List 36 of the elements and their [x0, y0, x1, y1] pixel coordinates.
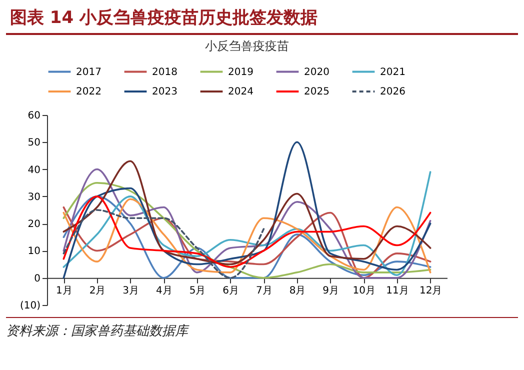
y-tick-label: 40 [28, 164, 40, 176]
legend-label: 2020 [304, 66, 330, 78]
line-series [62, 209, 265, 279]
x-tick-label: 5月 [189, 285, 206, 296]
chart-title: 图表 14 小反刍兽疫疫苗历史批签发数据 [6, 4, 518, 35]
legend-label: 2022 [76, 86, 102, 98]
y-tick-label: (10) [20, 300, 41, 312]
legend-label: 2026 [380, 86, 406, 98]
legend-label: 2018 [152, 66, 178, 78]
x-tick-label: 9月 [322, 285, 340, 296]
chart-subtitle: 小反刍兽疫疫苗 [205, 39, 289, 53]
x-tick-label: 8月 [289, 285, 306, 296]
x-tick-label: 4月 [156, 285, 172, 296]
x-tick-label: 11月 [386, 285, 409, 296]
x-tick-label: 7月 [256, 285, 272, 296]
legend-label: 2021 [380, 66, 406, 78]
legend-label: 2025 [304, 86, 330, 98]
line-series [62, 141, 432, 279]
legend-label: 2017 [76, 66, 102, 78]
x-tick-label: 10月 [352, 285, 376, 296]
y-tick-label: 60 [28, 110, 40, 122]
x-tick-label: 6月 [222, 285, 240, 296]
x-tick-label: 2月 [89, 285, 106, 296]
line-series [62, 160, 432, 266]
x-tick-label: 12月 [419, 285, 442, 296]
x-tick-label: 1月 [56, 285, 72, 296]
y-tick-label: 0 [34, 273, 40, 284]
legend-label: 2019 [228, 66, 254, 78]
text: 资料来源：国家兽药基础数据库 [6, 317, 518, 340]
x-tick-label: 3月 [122, 285, 140, 296]
legend-label: 2023 [152, 86, 178, 98]
y-tick-label: 50 [28, 138, 40, 149]
y-tick-label: 10 [28, 246, 40, 258]
y-tick-label: 20 [28, 219, 40, 230]
y-tick-label: 30 [28, 192, 40, 203]
legend-label: 2024 [228, 86, 254, 98]
